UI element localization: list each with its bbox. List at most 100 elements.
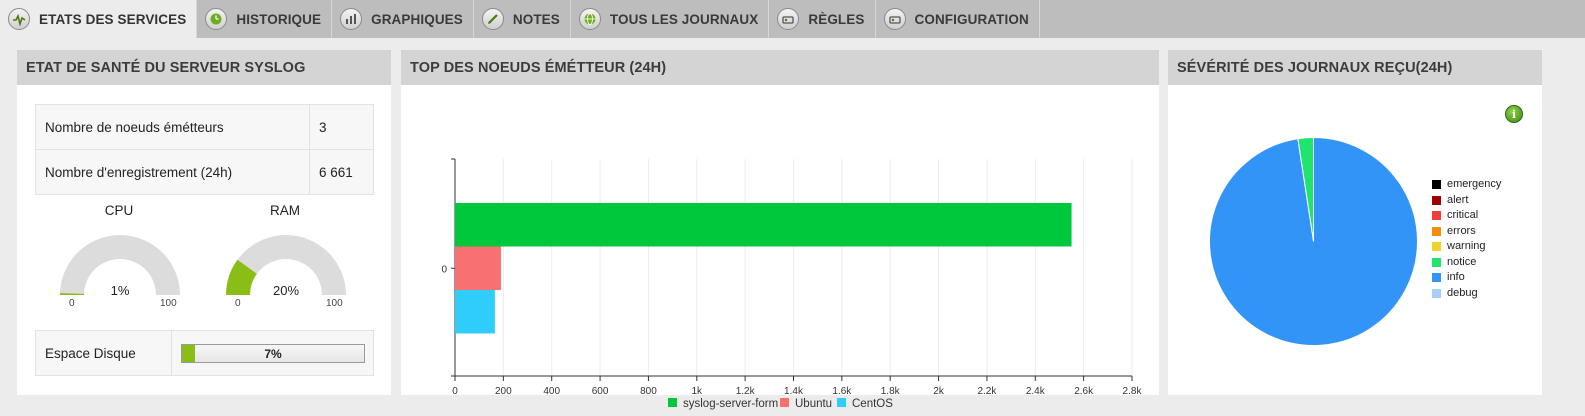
legend-label: debug	[1447, 286, 1478, 299]
legend-item-alert[interactable]: alert	[1432, 193, 1501, 209]
tab-label: NOTES	[512, 11, 560, 27]
top-nodes-panel: TOP DES NOEUDS ÉMÉTTEUR (24H) 0 200 400 600…	[401, 50, 1159, 410]
health-panel-title: ETAT DE SANTÉ DU SERVEUR SYSLOG	[17, 50, 391, 85]
pie-data-label: 2.826k	[1300, 368, 1337, 382]
legend-swatch	[1432, 288, 1441, 298]
globe-icon	[578, 8, 601, 30]
cpu-gauge-title: CPU	[104, 203, 134, 218]
severity-panel-title: SÉVÉRITÉ DES JOURNAUX REÇU(24H)	[1168, 50, 1542, 85]
legend-label[interactable]: syslog-server-form	[683, 398, 778, 410]
top-nodes-bar-chart: 0 200 400 600 800 1k 1.2k 1.4k 1.6k 1.8k 2k 2.2k 2.4…	[441, 158, 1143, 410]
legend-label: errors	[1447, 224, 1476, 237]
stat-value: 6 661	[309, 149, 374, 195]
legend-swatch	[1432, 273, 1441, 283]
bar-centos[interactable]	[455, 290, 495, 334]
tab-etats-des-services[interactable]: ETATS DES SERVICES	[0, 0, 198, 38]
ram-gauge-value: 20%	[272, 283, 300, 298]
severity-legend: emergency alert critical errors warning notic…	[1432, 177, 1501, 301]
x-tick-label: 0	[452, 386, 458, 397]
legend-swatch	[1432, 180, 1441, 190]
legend-item-critical[interactable]: critical	[1432, 208, 1501, 224]
tab-graphiques[interactable]: GRAPHIQUES	[332, 0, 474, 38]
legend-item-emergency[interactable]: emergency	[1432, 177, 1501, 193]
cpu-gauge-min: 0	[69, 298, 75, 309]
stat-value: 3	[309, 104, 374, 150]
severity-pie-chart: 2.826k	[1209, 136, 1418, 382]
tab-bar: ETATS DES SERVICES HISTORIQUE GRAPHIQUES NO…	[0, 0, 1585, 38]
legend-swatch	[837, 398, 846, 407]
ram-gauge-max: 100	[326, 298, 343, 309]
legend-label: notice	[1447, 255, 1477, 268]
info-icon[interactable]: i	[1505, 105, 1523, 123]
x-tick-label: 2.6k	[1074, 386, 1094, 397]
legend-label: critical	[1447, 209, 1479, 221]
cpu-gauge-max: 100	[160, 298, 177, 309]
cpu-gauge-value: 1%	[110, 283, 130, 298]
stat-label: Nombre de noeuds émétteurs	[35, 104, 310, 150]
legend-label[interactable]: Ubuntu	[795, 398, 832, 410]
x-tick-label: 1.4k	[784, 386, 804, 397]
health-panel: ETAT DE SANTÉ DU SERVEUR SYSLOG Nombre d…	[17, 50, 391, 395]
settings-icon	[883, 8, 906, 30]
pencil-icon	[481, 8, 504, 30]
pie-slice-info[interactable]	[1209, 136, 1418, 346]
legend-item-warning[interactable]: warning	[1432, 239, 1501, 255]
legend-swatch	[1432, 242, 1441, 252]
x-tick-label: 2.2k	[977, 386, 997, 397]
table-row: Nombre de noeuds émétteurs 3	[35, 104, 374, 150]
tab-historique[interactable]: HISTORIQUE	[197, 0, 333, 38]
tab-label: CONFIGURATION	[914, 11, 1029, 27]
cpu-gauge-track	[60, 235, 180, 295]
legend-label[interactable]: CentOS	[852, 398, 893, 410]
x-tick-label: 1.8k	[881, 386, 901, 397]
x-tick-label: 2.4k	[1026, 386, 1046, 397]
disk-space-row: Espace Disque 7%	[35, 330, 374, 376]
ram-gauge-min: 0	[235, 298, 241, 309]
ram-gauge-title: RAM	[270, 203, 300, 218]
disk-progress-bar: 7%	[181, 343, 365, 363]
cpu-gauge	[60, 235, 180, 295]
legend-swatch	[1432, 257, 1441, 267]
legend-label: alert	[1447, 193, 1469, 206]
stat-label: Nombre d'enregistrement (24h)	[35, 149, 310, 195]
tab-configuration[interactable]: CONFIGURATION	[876, 0, 1040, 38]
tab-label: ETATS DES SERVICES	[39, 11, 187, 27]
health-stats-table: Nombre de noeuds émétteurs 3 Nombre d'en…	[35, 104, 374, 195]
legend-item-errors[interactable]: errors	[1432, 224, 1501, 240]
ram-gauge-track	[226, 235, 346, 295]
tab-label: TOUS LES JOURNAUX	[609, 11, 759, 27]
x-tick-label: 1k	[692, 386, 704, 397]
disk-progress-text: 7%	[264, 346, 282, 361]
rules-icon	[777, 8, 800, 30]
tab-label: GRAPHIQUES	[371, 11, 463, 27]
tab-label: RÈGLES	[808, 11, 865, 27]
x-tick-label: 2.8k	[1123, 386, 1143, 397]
top-nodes-panel-title: TOP DES NOEUDS ÉMÉTTEUR (24H)	[401, 50, 1159, 85]
tab-label: HISTORIQUE	[236, 11, 322, 27]
tab-tous-les-journaux[interactable]: TOUS LES JOURNAUX	[571, 0, 770, 38]
legend-item-notice[interactable]: notice	[1432, 255, 1501, 271]
disk-space-label: Espace Disque	[36, 331, 172, 375]
x-tick-label: 2k	[933, 386, 945, 397]
clock-icon	[205, 8, 228, 30]
legend-label: warning	[1447, 240, 1486, 252]
x-tick-label: 400	[543, 386, 560, 397]
legend-swatch	[668, 398, 677, 407]
severity-panel: SÉVÉRITÉ DES JOURNAUX REÇU(24H) i 2.826k…	[1168, 50, 1542, 395]
ram-gauge-fill	[226, 259, 257, 295]
bar-ubuntu[interactable]	[455, 246, 501, 291]
cpu-gauge-fill	[60, 293, 85, 295]
disk-space-cell: 7%	[172, 331, 373, 375]
legend-item-debug[interactable]: debug	[1432, 286, 1501, 302]
x-tick-label: 1.6k	[832, 386, 852, 397]
tab-notes[interactable]: NOTES	[474, 0, 571, 38]
y-tick-label: 0	[441, 264, 447, 275]
legend-item-info[interactable]: info	[1432, 270, 1501, 286]
legend-label: emergency	[1447, 178, 1502, 190]
x-tick-label: 1.2k	[736, 386, 756, 397]
legend-swatch	[780, 398, 789, 407]
tab-règles[interactable]: RÈGLES	[769, 0, 876, 38]
bar-syslog-server-form[interactable]	[455, 203, 1072, 247]
legend-swatch	[1432, 211, 1441, 221]
legend-label: info	[1447, 271, 1465, 283]
